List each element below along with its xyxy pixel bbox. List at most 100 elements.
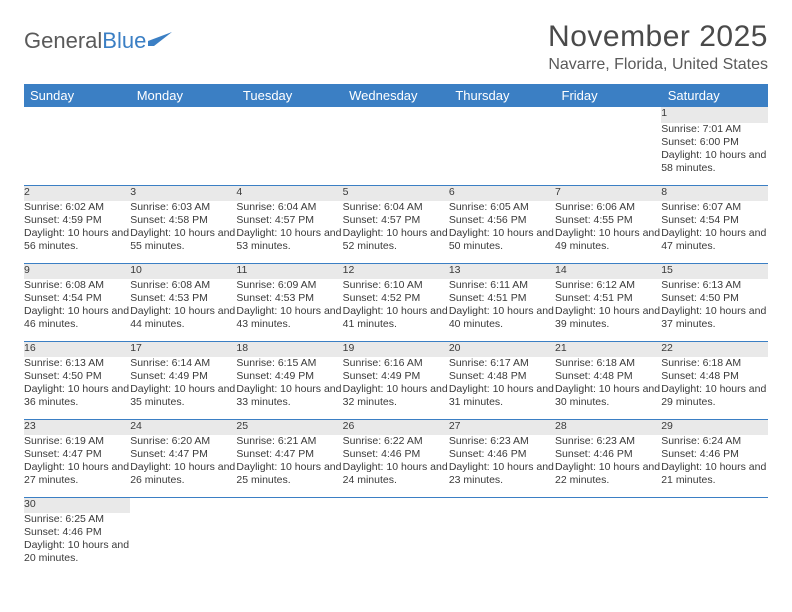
day-number: 30 xyxy=(24,498,36,510)
day-number-cell: 24 xyxy=(130,419,236,435)
day-number-cell: 10 xyxy=(130,263,236,279)
day-data-cell: Sunrise: 6:20 AMSunset: 4:47 PMDaylight:… xyxy=(130,435,236,497)
sunset-text: Sunset: 4:46 PM xyxy=(343,448,449,461)
day-number-cell: 25 xyxy=(236,419,342,435)
day-data-cell: Sunrise: 6:15 AMSunset: 4:49 PMDaylight:… xyxy=(236,357,342,419)
day-number: 12 xyxy=(343,264,355,276)
day-data-cell: Sunrise: 6:13 AMSunset: 4:50 PMDaylight:… xyxy=(661,279,767,341)
sunset-text: Sunset: 4:49 PM xyxy=(130,370,236,383)
day-number-cell: 12 xyxy=(343,263,449,279)
day-data-cell xyxy=(236,513,342,575)
day-number-cell: 13 xyxy=(449,263,555,279)
data-row: Sunrise: 6:25 AMSunset: 4:46 PMDaylight:… xyxy=(24,513,768,575)
sunset-text: Sunset: 4:56 PM xyxy=(449,214,555,227)
day-data-cell: Sunrise: 6:21 AMSunset: 4:47 PMDaylight:… xyxy=(236,435,342,497)
sunset-text: Sunset: 4:57 PM xyxy=(236,214,342,227)
day-number-cell: 6 xyxy=(449,185,555,201)
day-header: Monday xyxy=(130,84,236,107)
sunrise-text: Sunrise: 6:04 AM xyxy=(236,201,342,214)
day-header: Thursday xyxy=(449,84,555,107)
day-number-cell: 21 xyxy=(555,341,661,357)
daylight-text: Daylight: 10 hours and 26 minutes. xyxy=(130,461,236,487)
sunrise-text: Sunrise: 6:14 AM xyxy=(130,357,236,370)
day-data-cell: Sunrise: 6:10 AMSunset: 4:52 PMDaylight:… xyxy=(343,279,449,341)
day-number-cell xyxy=(24,107,130,123)
sunrise-text: Sunrise: 6:08 AM xyxy=(24,279,130,292)
sunrise-text: Sunrise: 6:24 AM xyxy=(661,435,767,448)
day-number-cell: 29 xyxy=(661,419,767,435)
day-number: 2 xyxy=(24,186,30,198)
sunrise-text: Sunrise: 6:02 AM xyxy=(24,201,130,214)
sunrise-text: Sunrise: 6:18 AM xyxy=(555,357,661,370)
day-number: 21 xyxy=(555,342,567,354)
sunset-text: Sunset: 6:00 PM xyxy=(661,136,767,149)
sunrise-text: Sunrise: 6:11 AM xyxy=(449,279,555,292)
sunrise-text: Sunrise: 6:25 AM xyxy=(24,513,130,526)
sunrise-text: Sunrise: 6:23 AM xyxy=(449,435,555,448)
day-number-cell: 20 xyxy=(449,341,555,357)
day-number: 4 xyxy=(236,186,242,198)
sunrise-text: Sunrise: 6:10 AM xyxy=(343,279,449,292)
month-title: November 2025 xyxy=(548,20,768,54)
daylight-text: Daylight: 10 hours and 24 minutes. xyxy=(343,461,449,487)
sunrise-text: Sunrise: 6:21 AM xyxy=(236,435,342,448)
sunset-text: Sunset: 4:47 PM xyxy=(236,448,342,461)
day-data-cell: Sunrise: 6:12 AMSunset: 4:51 PMDaylight:… xyxy=(555,279,661,341)
day-number-cell: 28 xyxy=(555,419,661,435)
daylight-text: Daylight: 10 hours and 46 minutes. xyxy=(24,305,130,331)
logo: GeneralBlue xyxy=(24,20,174,54)
day-number-cell: 4 xyxy=(236,185,342,201)
calendar-table: Sunday Monday Tuesday Wednesday Thursday… xyxy=(24,84,768,575)
daynum-row: 9101112131415 xyxy=(24,263,768,279)
day-number-cell xyxy=(555,107,661,123)
day-header: Friday xyxy=(555,84,661,107)
day-number-cell xyxy=(343,107,449,123)
sunrise-text: Sunrise: 6:05 AM xyxy=(449,201,555,214)
day-data-cell: Sunrise: 6:06 AMSunset: 4:55 PMDaylight:… xyxy=(555,201,661,263)
daylight-text: Daylight: 10 hours and 53 minutes. xyxy=(236,227,342,253)
sunset-text: Sunset: 4:46 PM xyxy=(661,448,767,461)
day-data-cell: Sunrise: 6:18 AMSunset: 4:48 PMDaylight:… xyxy=(661,357,767,419)
day-data-cell xyxy=(449,123,555,185)
daylight-text: Daylight: 10 hours and 44 minutes. xyxy=(130,305,236,331)
day-number: 26 xyxy=(343,420,355,432)
daylight-text: Daylight: 10 hours and 52 minutes. xyxy=(343,227,449,253)
daylight-text: Daylight: 10 hours and 40 minutes. xyxy=(449,305,555,331)
day-data-cell: Sunrise: 6:16 AMSunset: 4:49 PMDaylight:… xyxy=(343,357,449,419)
daynum-row: 16171819202122 xyxy=(24,341,768,357)
sunset-text: Sunset: 4:55 PM xyxy=(555,214,661,227)
sunset-text: Sunset: 4:49 PM xyxy=(343,370,449,383)
day-number: 15 xyxy=(661,264,673,276)
sunset-text: Sunset: 4:54 PM xyxy=(661,214,767,227)
day-data-cell xyxy=(343,513,449,575)
day-number: 16 xyxy=(24,342,36,354)
sunset-text: Sunset: 4:47 PM xyxy=(24,448,130,461)
day-number: 14 xyxy=(555,264,567,276)
day-number-cell: 9 xyxy=(24,263,130,279)
daylight-text: Daylight: 10 hours and 39 minutes. xyxy=(555,305,661,331)
sunrise-text: Sunrise: 6:06 AM xyxy=(555,201,661,214)
day-header: Tuesday xyxy=(236,84,342,107)
daylight-text: Daylight: 10 hours and 43 minutes. xyxy=(236,305,342,331)
day-number-cell xyxy=(236,497,342,513)
sunrise-text: Sunrise: 6:04 AM xyxy=(343,201,449,214)
day-number: 19 xyxy=(343,342,355,354)
sunset-text: Sunset: 4:52 PM xyxy=(343,292,449,305)
day-data-cell: Sunrise: 6:18 AMSunset: 4:48 PMDaylight:… xyxy=(555,357,661,419)
daylight-text: Daylight: 10 hours and 30 minutes. xyxy=(555,383,661,409)
day-number-cell xyxy=(449,107,555,123)
daylight-text: Daylight: 10 hours and 33 minutes. xyxy=(236,383,342,409)
day-data-cell: Sunrise: 6:14 AMSunset: 4:49 PMDaylight:… xyxy=(130,357,236,419)
logo-flag-icon xyxy=(148,32,174,48)
daylight-text: Daylight: 10 hours and 32 minutes. xyxy=(343,383,449,409)
day-data-cell: Sunrise: 6:11 AMSunset: 4:51 PMDaylight:… xyxy=(449,279,555,341)
sunset-text: Sunset: 4:46 PM xyxy=(555,448,661,461)
data-row: Sunrise: 7:01 AMSunset: 6:00 PMDaylight:… xyxy=(24,123,768,185)
day-number-cell: 2 xyxy=(24,185,130,201)
daylight-text: Daylight: 10 hours and 27 minutes. xyxy=(24,461,130,487)
day-number: 28 xyxy=(555,420,567,432)
day-header: Saturday xyxy=(661,84,767,107)
day-number: 25 xyxy=(236,420,248,432)
daynum-row: 23242526272829 xyxy=(24,419,768,435)
sunset-text: Sunset: 4:53 PM xyxy=(130,292,236,305)
